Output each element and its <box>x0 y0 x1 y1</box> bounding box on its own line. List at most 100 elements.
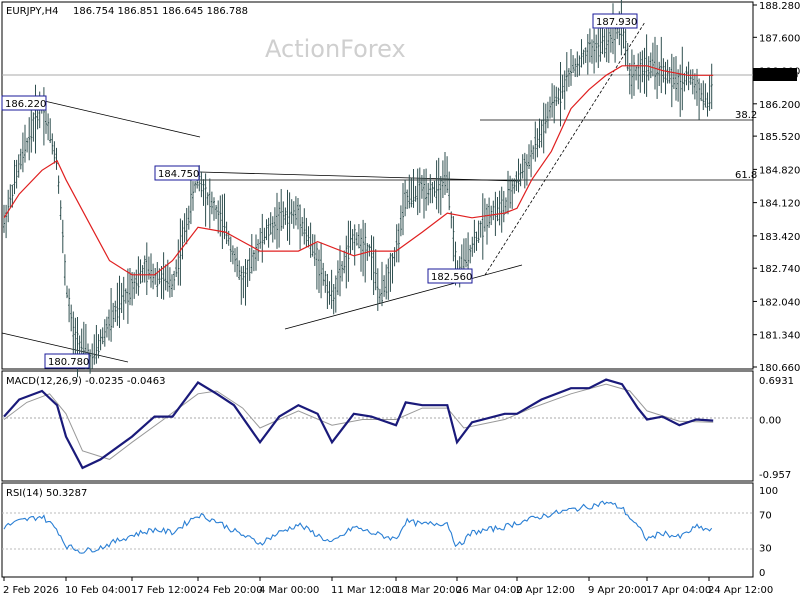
macd-y-tick-label: 0.00 <box>759 415 781 426</box>
price-bar <box>486 203 488 245</box>
price-bar <box>32 112 35 142</box>
price-bar <box>576 51 579 78</box>
price-bar <box>395 224 398 263</box>
price-bar <box>118 275 121 329</box>
price-bar <box>13 159 16 195</box>
price-bar <box>660 36 663 94</box>
x-tick-label: 2 Feb 2026 <box>3 585 59 596</box>
price-bar <box>206 192 209 206</box>
price-bar <box>160 266 163 299</box>
rsi-y-tick-label: 70 <box>759 511 772 522</box>
price-bar <box>412 168 415 208</box>
price-bar <box>696 68 698 106</box>
price-bar <box>5 204 8 239</box>
price-bar <box>492 200 495 221</box>
price-bar <box>101 327 104 345</box>
price-bar <box>668 66 671 84</box>
label-184750: 184.750 <box>154 165 200 181</box>
price-bar <box>311 234 314 257</box>
price-bar <box>288 192 291 245</box>
price-bar <box>299 204 302 250</box>
price-bar <box>110 288 113 342</box>
price-bar <box>519 163 522 187</box>
price-bar <box>15 159 18 189</box>
price-bar <box>517 158 520 193</box>
x-tick-label: 17 Feb 12:00 <box>131 585 197 596</box>
price-bar <box>187 205 190 230</box>
price-bar <box>294 196 297 226</box>
price-title: EURJPY,H4 <box>6 6 59 17</box>
price-bar <box>532 145 535 160</box>
fib-38-label: 38.2 <box>735 110 757 121</box>
trendline-dashed <box>484 21 646 276</box>
price-bar <box>381 261 383 307</box>
price-bar <box>292 201 295 229</box>
price-bar <box>437 157 440 214</box>
rsi-title: RSI(14) 50.3287 <box>6 488 87 499</box>
price-bar <box>234 248 236 273</box>
price-bar <box>7 189 10 223</box>
price-bar <box>387 258 390 300</box>
x-tick-label: 4 Mar 00:00 <box>259 585 319 596</box>
price-bar <box>572 55 575 74</box>
price-bar <box>469 244 472 264</box>
price-bar <box>448 171 451 211</box>
price-bar <box>336 260 339 296</box>
price-bar <box>416 168 419 216</box>
price-bar <box>68 288 71 323</box>
price-bar <box>219 195 222 237</box>
price-bar <box>284 207 287 225</box>
macd-title: MACD(12,26,9) -0.0235 -0.0463 <box>6 376 166 387</box>
price-bar <box>177 239 180 286</box>
price-bar <box>538 118 541 149</box>
price-bar <box>267 217 270 248</box>
svg-text:180.780: 180.780 <box>48 357 89 368</box>
price-bar <box>278 201 281 248</box>
trendline-top <box>199 171 521 182</box>
price-bar <box>570 48 572 86</box>
price-bar <box>271 216 274 243</box>
price-bar <box>17 154 20 178</box>
price-bar <box>47 113 50 141</box>
macd-signal-line <box>3 383 714 460</box>
price-bar <box>164 264 167 291</box>
price-bar <box>192 181 194 211</box>
svg-text:187.930: 187.930 <box>596 17 637 28</box>
price-bar <box>168 267 171 298</box>
price-bar <box>357 223 360 249</box>
rsi-y-tick-label: 0 <box>759 568 765 579</box>
x-tick-label: 10 Feb 04:00 <box>65 585 131 596</box>
price-bar <box>221 194 224 250</box>
price-bar <box>330 269 333 309</box>
price-bar <box>103 319 106 347</box>
price-bar <box>150 253 152 288</box>
price-bar <box>70 304 73 332</box>
price-bar <box>303 208 306 245</box>
price-bar <box>633 54 635 96</box>
price-bar <box>488 197 491 228</box>
price-bar <box>126 268 129 324</box>
price-bar <box>546 101 549 129</box>
price-bar <box>152 263 155 290</box>
price-bar <box>624 28 627 66</box>
price-bar <box>635 64 638 81</box>
price-bar <box>72 311 75 356</box>
trendline-upper-channel <box>39 99 201 138</box>
price-bar <box>108 309 110 341</box>
price-bar <box>3 204 5 233</box>
price-bar <box>122 276 125 320</box>
price-bar <box>410 177 413 208</box>
price-bar <box>34 84 37 154</box>
price-bar <box>116 282 119 326</box>
price-bar <box>252 249 255 272</box>
price-bar <box>689 69 692 85</box>
rsi-panel-frame <box>1 482 754 578</box>
price-bar <box>24 124 26 163</box>
price-bar <box>297 198 299 230</box>
price-bar <box>217 200 220 234</box>
price-bar <box>528 144 530 170</box>
price-bar <box>706 92 709 117</box>
price-bar <box>404 179 407 217</box>
price-bar <box>343 250 346 274</box>
